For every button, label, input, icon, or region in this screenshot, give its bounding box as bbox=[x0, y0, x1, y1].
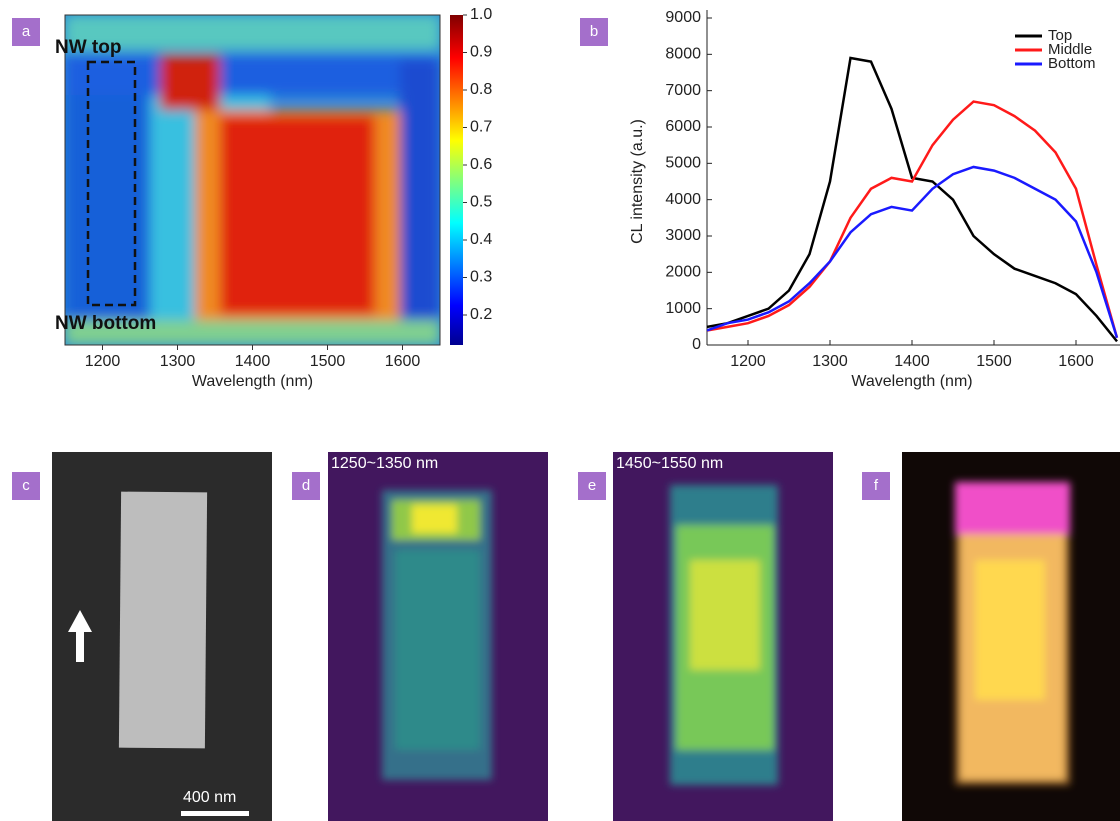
annotation: NW bottom bbox=[55, 313, 156, 334]
image-caption: 1450~1550 nm bbox=[616, 455, 723, 472]
y-axis-label: CL intensity (a.u.) bbox=[629, 119, 646, 244]
panel-label-box bbox=[580, 18, 608, 46]
line bbox=[707, 56, 1118, 343]
x-tick-label: 1300 bbox=[160, 353, 196, 370]
plot-area bbox=[707, 56, 1119, 343]
scale-bar-label: 400 nm bbox=[183, 789, 236, 806]
heatmap-image bbox=[65, 15, 440, 345]
line bbox=[707, 100, 1119, 339]
colorbar-tick-label: 0.3 bbox=[470, 269, 492, 286]
panel-label-box bbox=[862, 472, 890, 500]
colorbar-tick-label: 1.0 bbox=[470, 6, 492, 23]
image-caption: 1250~1350 nm bbox=[331, 455, 438, 472]
line bbox=[707, 165, 1119, 339]
legend-label: Top bbox=[1048, 27, 1072, 44]
y-tick-label: 6000 bbox=[665, 118, 701, 135]
y-tick-label: 9000 bbox=[665, 9, 701, 26]
panel-label: d bbox=[302, 477, 310, 494]
x-tick-label: 1600 bbox=[385, 353, 421, 370]
annotation: NW top bbox=[55, 37, 121, 58]
y-tick-label: 3000 bbox=[665, 227, 701, 244]
colorbar-tick-label: 0.7 bbox=[470, 119, 492, 136]
x-tick-label: 1200 bbox=[85, 353, 121, 370]
colorbar bbox=[450, 15, 463, 345]
y-tick-label: 1000 bbox=[665, 300, 701, 317]
legend-label: Bottom bbox=[1048, 55, 1096, 72]
x-tick-label: 1600 bbox=[1058, 353, 1094, 370]
x-tick-label: 1500 bbox=[976, 353, 1012, 370]
sem-image bbox=[52, 452, 272, 821]
colorbar-tick-label: 0.6 bbox=[470, 156, 492, 173]
x-tick-label: 1200 bbox=[730, 353, 766, 370]
y-tick-label: 4000 bbox=[665, 191, 701, 208]
y-tick-label: 7000 bbox=[665, 82, 701, 99]
panel-label-box bbox=[578, 472, 606, 500]
colorbar-tick-label: 0.4 bbox=[470, 231, 492, 248]
x-axis-label: Wavelength (nm) bbox=[192, 373, 313, 390]
y-tick-label: 2000 bbox=[665, 264, 701, 281]
x-tick-label: 1300 bbox=[812, 353, 848, 370]
colorbar-tick-label: 0.8 bbox=[470, 81, 492, 98]
cl-overlay-f bbox=[902, 452, 1120, 821]
y-tick-label: 5000 bbox=[665, 155, 701, 172]
colorbar-tick-label: 0.9 bbox=[470, 44, 492, 61]
panel-label-box bbox=[12, 18, 40, 46]
cl-map-e bbox=[613, 452, 833, 821]
panel-label: e bbox=[588, 477, 596, 494]
panel-label: a bbox=[22, 23, 31, 40]
x-tick-label: 1400 bbox=[235, 353, 271, 370]
cl-map-d bbox=[328, 452, 548, 821]
panel-label-box bbox=[292, 472, 320, 500]
x-tick-label: 1400 bbox=[894, 353, 930, 370]
y-tick-label: 0 bbox=[692, 336, 701, 353]
panel-label-box bbox=[12, 472, 40, 500]
panel-label: b bbox=[590, 23, 598, 40]
panel-label: f bbox=[874, 477, 879, 494]
colorbar-tick-label: 0.5 bbox=[470, 194, 492, 211]
panel-label: c bbox=[22, 477, 30, 494]
x-axis-label: Wavelength (nm) bbox=[851, 373, 972, 390]
legend-label: Middle bbox=[1048, 41, 1092, 58]
colorbar-tick-label: 0.2 bbox=[470, 306, 492, 323]
x-tick-label: 1500 bbox=[310, 353, 346, 370]
y-tick-label: 8000 bbox=[665, 46, 701, 63]
